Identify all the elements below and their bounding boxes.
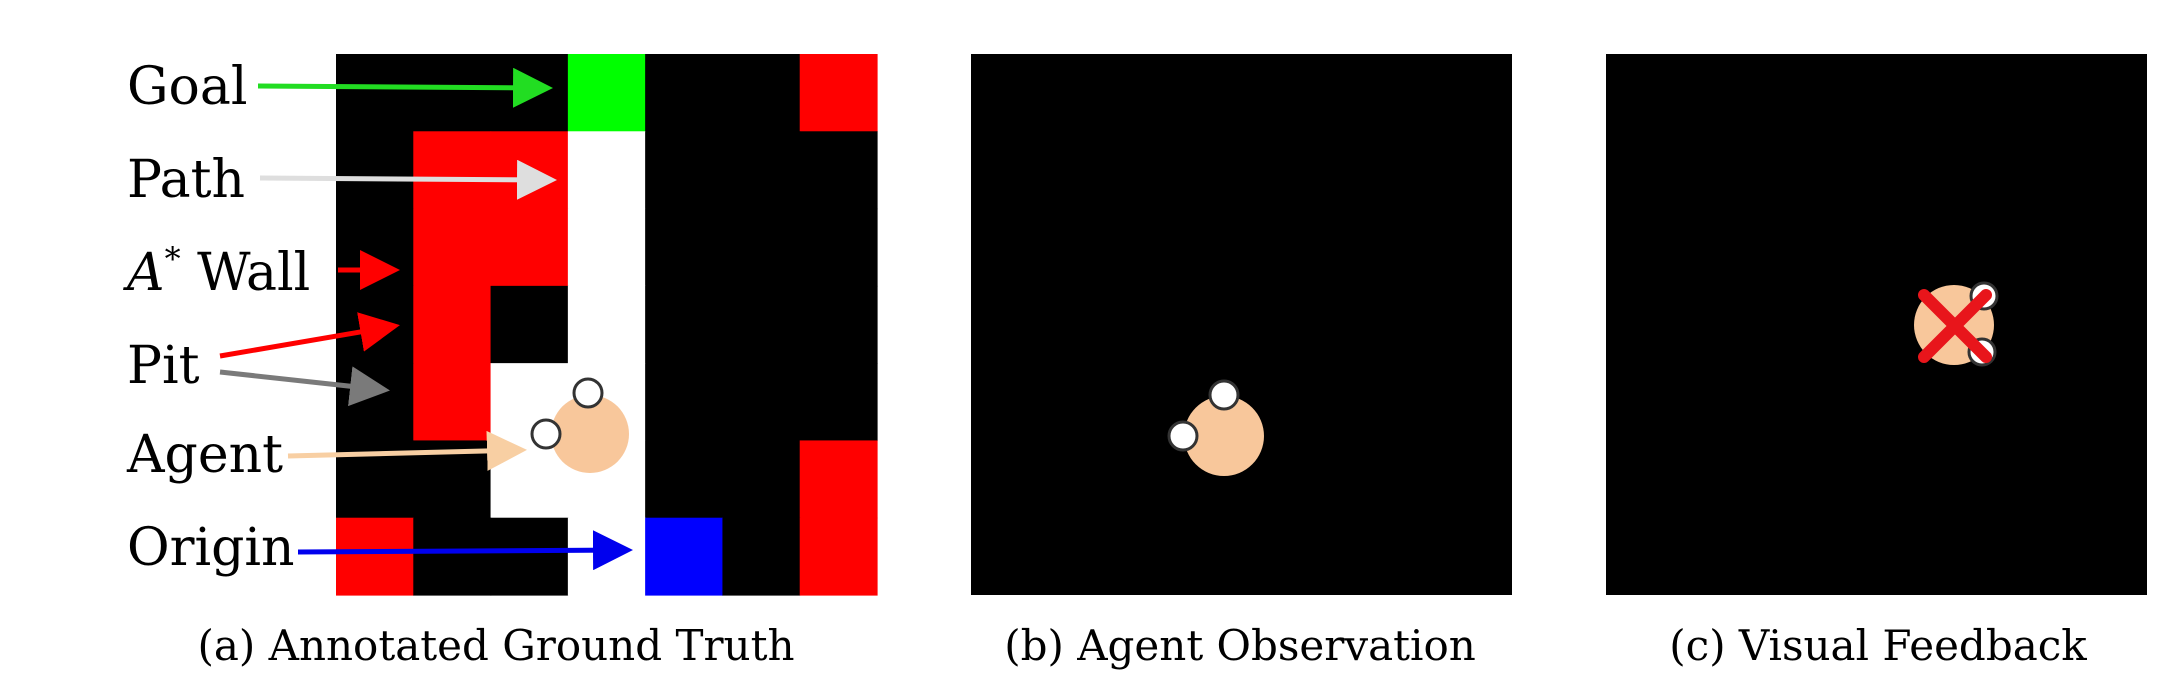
grid-cell-black [336, 285, 414, 364]
grid-cell-white [567, 517, 646, 596]
grid-cell-black [722, 440, 801, 519]
grid-cell-black [722, 285, 801, 364]
observation-panel [971, 54, 1512, 595]
grid-cell-green [567, 54, 646, 132]
arrow-path [259, 159, 557, 200]
ground-truth-grid [336, 54, 878, 596]
grid-cell-red [413, 208, 492, 287]
agent-b [1167, 379, 1264, 476]
grid-cell-black [490, 285, 569, 364]
label-origin: Origin [127, 518, 295, 578]
grid-cell-black [722, 208, 801, 287]
agent-a [530, 377, 629, 473]
grid-cell-black [490, 517, 569, 596]
caption-c: (c) Visual Feedback [1669, 621, 2087, 670]
grid-cell-black [336, 208, 414, 287]
arrow-goal [257, 67, 553, 108]
caption-b: (b) Agent Observation [1004, 621, 1476, 670]
grid-cell-white [567, 131, 646, 210]
grid-cell-black [722, 131, 801, 210]
grid-cell-red [336, 517, 414, 596]
grid-cell-red [413, 131, 492, 210]
feedback-panel [1606, 54, 2147, 595]
grid-cell-black [645, 440, 724, 519]
grid-cell-red [799, 54, 878, 132]
grid-cell-black [336, 363, 414, 442]
grid-cell-black [799, 208, 878, 287]
grid-cell-black [645, 131, 724, 210]
grid-cell-white [567, 208, 646, 287]
grid-cell-red [799, 517, 878, 596]
grid-cell-black [722, 363, 801, 442]
grid-cell-black [722, 517, 801, 596]
grid-cell-black [413, 54, 492, 132]
grid-cell-black [336, 131, 414, 210]
label-path: Path [127, 150, 245, 210]
grid-cell-white [567, 285, 646, 364]
grid-cell-black [645, 54, 724, 132]
grid-cell-black [490, 54, 569, 132]
arrow-agent [287, 430, 527, 471]
grid-cell-black [413, 517, 492, 596]
caption-a: (a) Annotated Ground Truth [197, 621, 794, 670]
label-goal: Goal [127, 57, 247, 117]
grid-cell-black [645, 285, 724, 364]
label-pit: Pit [127, 336, 200, 396]
label-astar-wall: A* Wall [123, 240, 310, 303]
grid-cell-blue [645, 517, 724, 596]
arrow-pit-red [219, 312, 400, 359]
grid-cell-black [799, 285, 878, 364]
grid-cell-red [490, 208, 569, 287]
grid-cell-black [799, 363, 878, 442]
grid-cell-black [336, 54, 414, 132]
label-agent: Agent [126, 425, 283, 485]
grid-cell-red [413, 285, 492, 364]
grid-cell-black [645, 363, 724, 442]
grid-cell-black [799, 131, 878, 210]
grid-cell-black [645, 208, 724, 287]
arrow-pit-gray [219, 366, 390, 407]
grid-cell-red [799, 440, 878, 519]
grid-cell-black [722, 54, 801, 132]
grid-cell-red [490, 131, 569, 210]
failure-x-mark [1918, 289, 1992, 363]
arrow-origin [297, 530, 633, 571]
grid-cell-red [413, 363, 492, 442]
